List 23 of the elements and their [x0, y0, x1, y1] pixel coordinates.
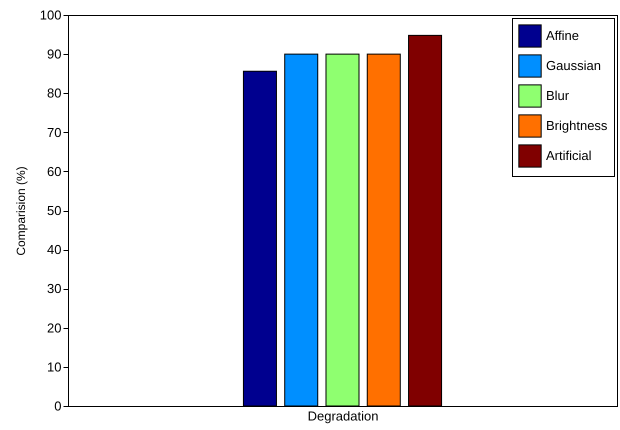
y-tick-label: 30	[47, 281, 62, 296]
y-tick-label: 40	[47, 242, 62, 258]
y-tick-label: 100	[40, 8, 62, 22]
legend-label: Affine	[546, 28, 580, 43]
y-tick-label: 20	[47, 320, 62, 336]
y-axis-title: Comparision (%)	[14, 166, 28, 256]
bar	[408, 34, 442, 406]
bar	[284, 54, 318, 406]
y-tick-label: 70	[47, 124, 62, 140]
y-tick-label: 90	[47, 46, 62, 62]
x-axis-title: Degradation	[308, 408, 378, 424]
bar	[242, 70, 277, 406]
legend-label: Artificial	[546, 148, 592, 163]
legend-label: Brightness	[546, 118, 608, 133]
legend-label: Gaussian	[546, 58, 601, 73]
y-tick-label: 50	[47, 203, 62, 218]
y-tick-label: 60	[47, 164, 62, 179]
y-tick-label: 0	[54, 398, 62, 414]
y-tick-label: 80	[47, 86, 62, 101]
y-tick-label: 10	[47, 359, 62, 374]
bar	[325, 54, 360, 406]
legend-label: Blur	[546, 88, 570, 103]
bar	[366, 54, 401, 406]
